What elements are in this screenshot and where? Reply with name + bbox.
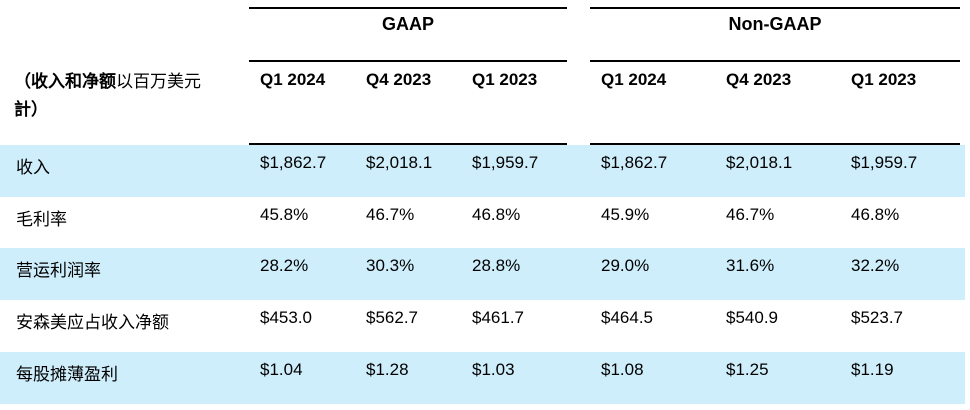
table-row-revenue: 收入 $1,862.7 $2,018.1 $1,959.7 $1,862.7 $… [0,145,965,197]
table-cell: 28.2% [260,256,309,275]
table-cell: $1,862.7 [601,153,668,172]
table-cell: 32.2% [851,256,900,275]
table-cell: $540.9 [726,308,778,327]
table-cell: 46.7% [366,205,415,224]
row-label: 收入 [16,158,50,177]
col-header-gaap-q1-2024: Q1 2024 [260,70,326,89]
table-cell: $1,862.7 [260,153,327,172]
table-cell: $464.5 [601,308,653,327]
units-label-light: 以百万美元 [116,72,201,91]
table-row-operating-margin: 营运利润率 28.2% 30.3% 28.8% 29.0% 31.6% 32.2… [0,248,965,300]
non-gaap-mid-rule [590,60,960,62]
table-cell: $2,018.1 [366,153,433,172]
units-label-header: （收入和净额以百万美元 計） [14,68,246,124]
table-cell: 31.6% [726,256,775,275]
table-cell: 45.8% [260,205,309,224]
table-cell: $1.08 [601,360,644,379]
row-label: 营运利润率 [16,261,101,280]
gaap-mid-rule [249,60,567,62]
table-row-net-income: 安森美应占收入净额 $453.0 $562.7 $461.7 $464.5 $5… [0,300,965,352]
table-cell: 45.9% [601,205,650,224]
units-label-bold: （收入和净额 [14,72,116,91]
units-label-line2: 計） [14,100,48,119]
table-cell: $562.7 [366,308,418,327]
gaap-header-bottom-rule [249,143,567,145]
row-label: 安森美应占收入净额 [16,313,169,332]
table-cell: 46.8% [472,205,521,224]
table-row-gross-margin: 毛利率 45.8% 46.7% 46.8% 45.9% 46.7% 46.8% [0,197,965,249]
table-cell: 28.8% [472,256,521,275]
table-cell: 46.7% [726,205,775,224]
table-cell: $1.03 [472,360,515,379]
col-header-gaap-q4-2023: Q4 2023 [366,70,432,89]
table-cell: 46.8% [851,205,900,224]
gaap-group-title: GAAP [381,14,434,34]
row-label: 毛利率 [16,210,67,229]
table-cell: $1.25 [726,360,769,379]
table-cell: $523.7 [851,308,903,327]
table-cell: $453.0 [260,308,312,327]
col-header-non-gaap-q4-2023: Q4 2023 [726,70,792,89]
table-cell: $1,959.7 [851,153,918,172]
row-label: 每股摊薄盈利 [16,365,118,384]
table-cell: 30.3% [366,256,415,275]
table-cell: $1.04 [260,360,303,379]
gaap-top-rule [249,7,567,9]
non-gaap-top-rule [590,7,960,9]
non-gaap-group-title: Non-GAAP [728,14,822,34]
table-cell: $461.7 [472,308,524,327]
col-header-gaap-q1-2023: Q1 2023 [472,70,538,89]
table-cell: $1,959.7 [472,153,539,172]
col-header-non-gaap-q1-2023: Q1 2023 [851,70,917,89]
table-cell: $1.28 [366,360,409,379]
table-cell: $2,018.1 [726,153,793,172]
table-row-diluted-eps: 每股摊薄盈利 $1.04 $1.28 $1.03 $1.08 $1.25 $1.… [0,352,965,404]
non-gaap-header-bottom-rule [590,143,960,145]
table-cell: 29.0% [601,256,650,275]
table-cell: $1.19 [851,360,894,379]
col-header-non-gaap-q1-2024: Q1 2024 [601,70,667,89]
